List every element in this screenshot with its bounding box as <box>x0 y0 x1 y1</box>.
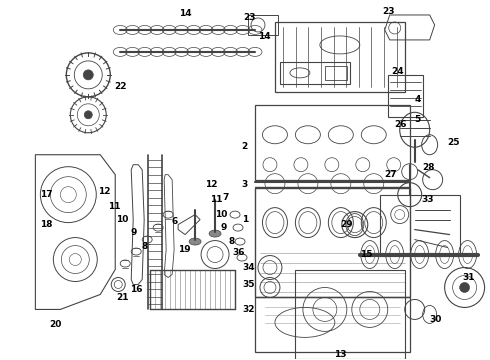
Text: 18: 18 <box>40 220 52 229</box>
Bar <box>388 75 423 117</box>
Circle shape <box>460 283 469 292</box>
Text: 8: 8 <box>228 237 234 246</box>
Text: 33: 33 <box>421 195 434 204</box>
Bar <box>248 15 278 35</box>
Text: 35: 35 <box>243 280 255 289</box>
Text: 30: 30 <box>430 315 442 324</box>
Text: 16: 16 <box>130 285 143 294</box>
Text: 17: 17 <box>40 190 52 199</box>
Text: 6: 6 <box>172 217 178 226</box>
Text: 15: 15 <box>360 250 372 259</box>
Text: 3: 3 <box>242 180 248 189</box>
Text: 34: 34 <box>243 263 255 272</box>
Text: 26: 26 <box>395 120 407 129</box>
Ellipse shape <box>209 230 221 237</box>
Text: 14: 14 <box>179 9 192 18</box>
Text: 5: 5 <box>415 115 421 124</box>
Text: 23: 23 <box>243 13 255 22</box>
Text: 7: 7 <box>222 193 228 202</box>
Text: 29: 29 <box>340 220 352 229</box>
Text: 13: 13 <box>334 350 346 359</box>
Text: 23: 23 <box>382 8 394 17</box>
Text: 21: 21 <box>116 293 128 302</box>
Text: 10: 10 <box>215 210 227 219</box>
Text: 22: 22 <box>114 82 127 91</box>
Text: 36: 36 <box>232 248 245 257</box>
Bar <box>325 66 347 80</box>
Ellipse shape <box>189 238 201 245</box>
Text: 32: 32 <box>243 305 255 314</box>
Bar <box>380 195 460 255</box>
Text: 12: 12 <box>98 187 110 196</box>
Text: 10: 10 <box>116 215 128 224</box>
Text: 11: 11 <box>210 195 222 204</box>
Circle shape <box>84 111 92 119</box>
Text: 12: 12 <box>205 180 218 189</box>
Text: 14: 14 <box>258 32 270 41</box>
Text: 8: 8 <box>142 242 148 251</box>
Text: 2: 2 <box>242 142 248 151</box>
Text: 28: 28 <box>423 163 435 172</box>
Text: 19: 19 <box>178 245 191 254</box>
Text: 24: 24 <box>392 67 404 76</box>
Bar <box>280 62 350 84</box>
Text: 27: 27 <box>385 170 397 179</box>
Text: 9: 9 <box>220 223 226 232</box>
Text: 25: 25 <box>448 138 460 147</box>
Text: 9: 9 <box>131 228 137 237</box>
Circle shape <box>83 70 93 80</box>
Text: 20: 20 <box>49 320 62 329</box>
Text: 4: 4 <box>415 95 421 104</box>
Text: 1: 1 <box>242 215 248 224</box>
Text: 11: 11 <box>108 202 120 211</box>
Text: 31: 31 <box>463 273 475 282</box>
